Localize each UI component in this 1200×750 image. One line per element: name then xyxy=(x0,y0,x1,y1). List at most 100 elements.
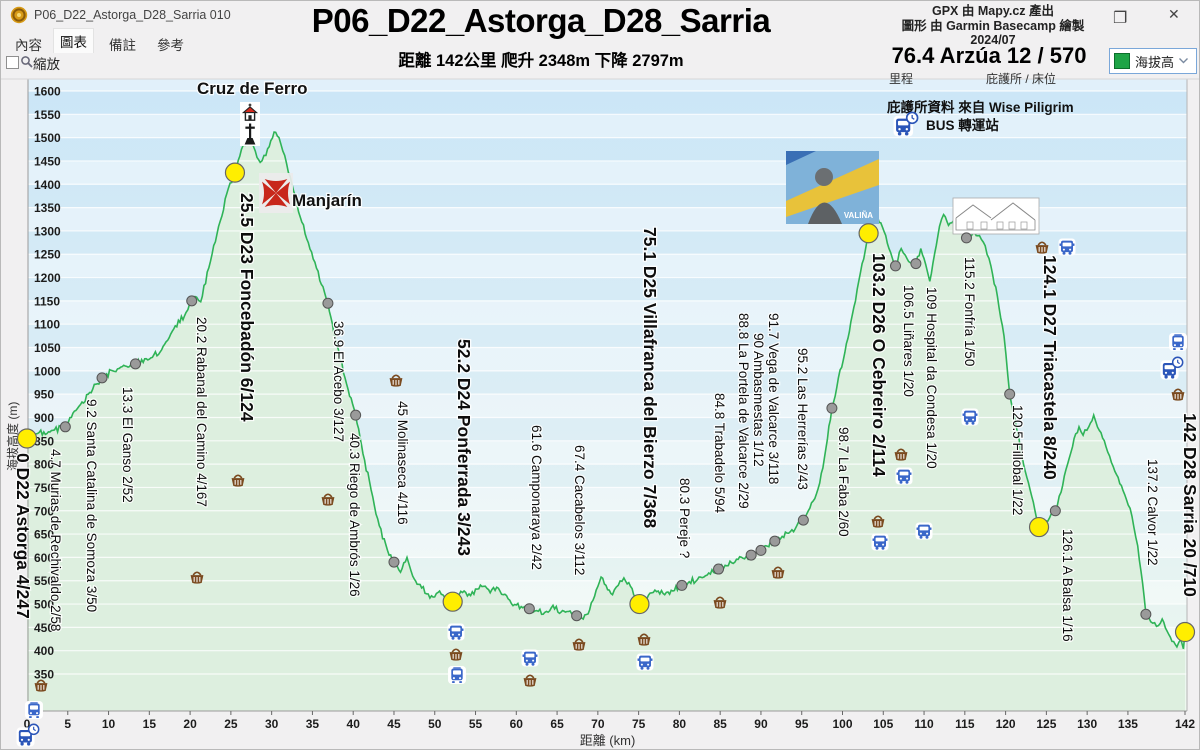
y-tick-label: 700 xyxy=(34,504,54,518)
manjarin-label: Manjarín xyxy=(292,191,362,210)
x-tick-label: 142 xyxy=(1175,717,1195,731)
village-label: 36.9 El Acebo 3/127 xyxy=(331,321,346,442)
tram-icon xyxy=(1168,332,1188,352)
band-stripe xyxy=(28,207,1187,231)
cebreiro-mural-photo: VALIÑA xyxy=(786,151,879,224)
zoom-checkbox[interactable] xyxy=(6,56,19,69)
page-subtitle: 距離 142公里 爬升 2348m 下降 2797m xyxy=(398,52,684,70)
village-marker xyxy=(1049,505,1061,517)
title-bar: P06_D22_Astorga_D28_Sarria 010 ❐ ✕ xyxy=(1,1,1199,28)
y-tick-label: 1050 xyxy=(34,341,61,355)
albergue-source-note: 庇護所資料 來自 Wise Piligrim xyxy=(887,100,1074,115)
chevron-down-icon xyxy=(1179,58,1189,64)
x-tick-label: 0 xyxy=(24,717,31,731)
y-tick-label: 1400 xyxy=(34,178,61,192)
village-label: 45 Molinaseca 4/116 xyxy=(395,401,410,525)
y-tick-label: 1200 xyxy=(34,271,61,285)
busclock-icon xyxy=(16,723,40,747)
x-tick-label: 10 xyxy=(102,717,116,731)
village-marker xyxy=(388,556,400,568)
x-tick-label: 30 xyxy=(265,717,279,731)
elevation-series-swatch xyxy=(1114,53,1130,69)
band-stripe xyxy=(28,254,1187,278)
x-tick-label: 20 xyxy=(183,717,197,731)
tab-notes[interactable]: 備註 xyxy=(109,38,136,53)
village-marker xyxy=(523,603,535,615)
village-label: 109 Hospital da Condesa 1/20 xyxy=(924,287,939,469)
village-label: 13.3 El Ganso 2/52 xyxy=(120,387,135,503)
stage-marker xyxy=(858,223,879,244)
village-marker xyxy=(129,358,141,370)
village-marker xyxy=(755,544,767,556)
close-button[interactable]: ✕ xyxy=(1168,6,1180,22)
village-marker xyxy=(960,232,972,244)
mural-yellow-band xyxy=(786,159,879,217)
village-marker xyxy=(59,421,71,433)
village-label: 88.8 La Portela de Valcarce 2/29 xyxy=(736,313,751,509)
tab-reference[interactable]: 參考 xyxy=(157,38,184,53)
next-stage-sub-beds: 庇護所 / 床位 xyxy=(986,72,1057,86)
y-tick-label: 400 xyxy=(34,644,54,658)
x-tick-label: 50 xyxy=(428,717,442,731)
sketch-window xyxy=(996,221,1004,230)
stage-marker xyxy=(16,428,38,449)
series-legend-dropdown[interactable]: 海拔高 xyxy=(1109,48,1197,74)
sketch-walls xyxy=(955,218,1036,231)
sketch-window xyxy=(1020,221,1028,230)
shrine-icon xyxy=(240,103,260,123)
village-label: 84.8 Trabadelo 5/94 xyxy=(712,393,727,514)
x-tick-label: 120 xyxy=(996,717,1016,731)
mural-caption: VALIÑA xyxy=(844,211,873,220)
y-tick-label: 1150 xyxy=(34,294,60,308)
cross-monument-icon xyxy=(241,122,259,146)
x-tick-label: 105 xyxy=(873,717,893,731)
bus-icon xyxy=(895,467,913,485)
village-label: 106.5 Liñares 1/20 xyxy=(901,285,916,397)
village-marker xyxy=(1140,608,1152,620)
x-tick-label: 100 xyxy=(832,717,852,731)
y-tick-label: 500 xyxy=(34,598,54,612)
bus-icon xyxy=(961,408,979,426)
stage-label: 142 D28 Sarria 20 /710 xyxy=(1180,413,1200,597)
next-stage-sub-distance: 里程 xyxy=(889,72,914,86)
restore-button[interactable]: ❐ xyxy=(1113,10,1128,27)
y-tick-label: 800 xyxy=(34,458,54,472)
x-tick-label: 70 xyxy=(591,717,605,731)
credit-line: 2024/07 xyxy=(970,33,1016,47)
x-tick-label: 55 xyxy=(469,717,483,731)
stage-label: 124.1 D27 Triacastela 8/240 xyxy=(1040,255,1060,480)
village-marker xyxy=(186,295,198,307)
village-marker xyxy=(713,563,725,575)
elevation-series-label: 海拔高 xyxy=(1135,54,1175,70)
village-label: 20.2 Rabanal del Camino 4/167 xyxy=(194,317,209,507)
x-tick-label: 80 xyxy=(673,717,687,731)
x-tick-label: 90 xyxy=(754,717,768,731)
sketch-window xyxy=(1008,221,1016,230)
bus-legend-label: BUS 轉運站 xyxy=(926,118,999,133)
y-tick-label: 1450 xyxy=(34,154,61,168)
x-axis-title: 距離 (km) xyxy=(580,733,636,748)
stage-label: 25.5 D23 Foncebadón 6/124 xyxy=(237,193,257,422)
sketch-window xyxy=(966,221,974,230)
y-tick-label: 450 xyxy=(34,621,54,635)
x-tick-label: 65 xyxy=(550,717,564,731)
y-tick-label: 1100 xyxy=(34,318,60,332)
y-tick-label: 650 xyxy=(34,528,54,542)
y-axis-title: 海拔高度 (m) xyxy=(5,402,20,471)
next-stage-info: 76.4 Arzúa 12 / 570 xyxy=(891,43,1087,68)
palloza-sketch xyxy=(952,197,1040,235)
x-tick-label: 125 xyxy=(1036,717,1056,731)
village-label: 40.3 Riego de Ambrós 1/26 xyxy=(347,433,362,597)
village-label: 115.2 Fonfría 1/50 xyxy=(962,257,977,366)
x-tick-label: 115 xyxy=(955,717,975,731)
village-marker xyxy=(1004,388,1016,400)
tab-chart[interactable]: 圖表 xyxy=(53,28,94,53)
village-marker xyxy=(350,409,362,421)
x-tick-label: 130 xyxy=(1077,717,1097,731)
tab-content[interactable]: 內容 xyxy=(15,38,42,53)
village-marker xyxy=(910,258,922,270)
y-tick-label: 750 xyxy=(34,481,54,495)
village-label: 67.4 Cacabelos 3/112 xyxy=(572,445,587,575)
